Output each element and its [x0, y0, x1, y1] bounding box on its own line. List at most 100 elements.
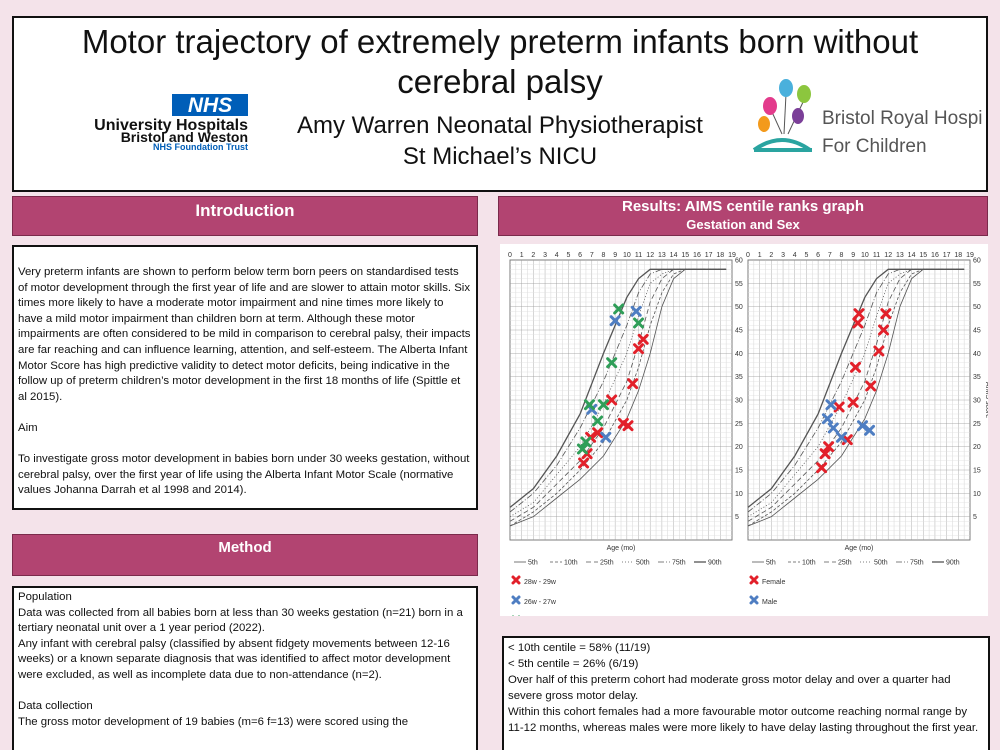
x-tick-label: 12 [646, 252, 654, 259]
method-box: Population Data was collected from all b… [12, 586, 478, 750]
data-point-stroke [597, 399, 609, 411]
data-point-stroke [637, 333, 649, 345]
data-point-stroke [865, 380, 877, 392]
centile-legend-label: 5th [766, 560, 776, 567]
x-tick-label: 15 [681, 252, 689, 259]
aim-text: To investigate gross motor development i… [18, 453, 470, 497]
data-point-stroke [633, 317, 645, 329]
data-point-female [833, 401, 845, 413]
data-collection-text: The gross motor development of 19 babies… [18, 715, 409, 728]
data-collection-label: Data collection [18, 700, 93, 713]
method-heading: Method [12, 534, 478, 576]
data-point-stroke [857, 420, 869, 432]
centile-curve-p75 [747, 268, 965, 513]
data-point-female [823, 441, 835, 453]
x-tick-label: 9 [851, 252, 855, 259]
data-point-male [864, 424, 876, 436]
centile-curve-p90 [747, 268, 965, 508]
data-point-stroke [578, 457, 590, 469]
data-point-stroke [583, 399, 595, 411]
nhs-badge-text: NHS [188, 94, 232, 117]
x-axis-label: Age (mo) [607, 545, 636, 552]
data-point-male [827, 422, 839, 434]
chart-panel-1: 0 1 2 3 4 5 6 7 8 9 10 11 12 13 14 15 16 17 18 195101520253… [508, 252, 753, 626]
data-point-stroke [622, 420, 634, 432]
data-point-stroke [606, 357, 618, 369]
data-point-stroke [613, 303, 625, 315]
data-point-male [825, 399, 837, 411]
brhc-logo-line2: For Children [822, 136, 927, 157]
data-point-stroke [816, 462, 828, 474]
y-tick-label: 30 [973, 398, 981, 405]
results-line-4: Within this cohort females had a more fa… [508, 706, 979, 734]
data-point-23w-25w [606, 357, 618, 369]
centile-legend-label: 50th [874, 560, 888, 567]
y-tick-label: 60 [735, 258, 743, 265]
x-tick-label: 19 [728, 252, 736, 259]
data-point-stroke [880, 308, 892, 320]
results-graph-area: 0 1 2 3 4 5 6 7 8 9 10 11 12 13 14 15 16 17 18 19 5 10 15 20 25 3… [500, 244, 991, 626]
centile-legend-label: 25th [838, 560, 852, 567]
y-tick-label: 25 [735, 421, 743, 428]
data-point-28w-29w [578, 457, 590, 469]
y-tick-label: 60 [973, 258, 981, 265]
series-legend-marker [511, 575, 521, 585]
data-point-female [873, 345, 885, 357]
data-point-28w-29w [627, 378, 639, 390]
data-point-stroke [835, 431, 847, 443]
x-tick-label: 19 [966, 252, 974, 259]
y-tick-label: 45 [973, 328, 981, 335]
data-point-female [865, 380, 877, 392]
x-tick-label: 12 [884, 252, 892, 259]
x-tick-label: 13 [896, 252, 904, 259]
y-tick-label: 35 [735, 374, 743, 381]
x-tick-label: 17 [705, 252, 713, 259]
x-tick-label: 0 [508, 252, 512, 259]
results-heading: Results: AIMS centile ranks graph [621, 198, 864, 215]
results-line-2: < 5th centile = 26% (6/19) [508, 658, 639, 670]
data-point-23w-25w [613, 303, 625, 315]
x-tick-label: 9 [613, 252, 617, 259]
x-tick-label: 4 [793, 252, 797, 259]
results-line-1: < 10th centile = 58% (11/19) [508, 642, 651, 654]
data-point-stroke [864, 424, 876, 436]
x-tick-label: 0 [746, 252, 750, 259]
author-block: Amy Warren Neonatal Physiotherapist St M… [250, 110, 750, 172]
data-point-stroke [852, 317, 864, 329]
x-tick-label: 7 [590, 252, 594, 259]
x-tick-label: 3 [543, 252, 547, 259]
data-point-stroke [600, 431, 612, 443]
data-point-23w-25w [576, 443, 588, 455]
centile-legend-label: 90th [946, 560, 960, 567]
x-tick-label: 3 [781, 252, 785, 259]
data-point-23w-25w [583, 399, 595, 411]
data-point-stroke [847, 396, 859, 408]
data-point-stroke [849, 361, 861, 373]
centile-curve-p5 [509, 268, 727, 527]
data-point-stroke [580, 436, 592, 448]
data-point-stroke [819, 448, 831, 460]
x-tick-label: 18 [954, 252, 962, 259]
data-point-male [821, 413, 833, 425]
centile-curve-p50 [509, 268, 727, 518]
x-tick-label: 11 [873, 252, 880, 259]
x-tick-label: 5 [804, 252, 808, 259]
y-tick-label: 50 [973, 304, 981, 311]
centile-curve-p10 [747, 268, 965, 527]
data-point-stroke [878, 324, 890, 336]
data-point-28w-29w [622, 420, 634, 432]
y-tick-label: 15 [735, 468, 743, 475]
data-point-stroke [606, 394, 618, 406]
population-label: Population [18, 591, 72, 603]
data-point-23w-25w [580, 436, 592, 448]
series-legend-label: Male [762, 599, 777, 606]
x-tick-label: 8 [840, 252, 844, 259]
y-tick-label: 5 [973, 514, 977, 521]
nhs-logo-line2: Bristol and Weston [121, 129, 248, 145]
results-subheading: Gestation and Sex [686, 217, 800, 232]
centile-curve-p5 [747, 268, 965, 527]
x-tick-label: 15 [919, 252, 927, 259]
results-line-3: Over half of this preterm cohort had mod… [508, 674, 951, 702]
legend-marker-stroke [749, 595, 759, 605]
centile-legend-label: 90th [708, 560, 722, 567]
